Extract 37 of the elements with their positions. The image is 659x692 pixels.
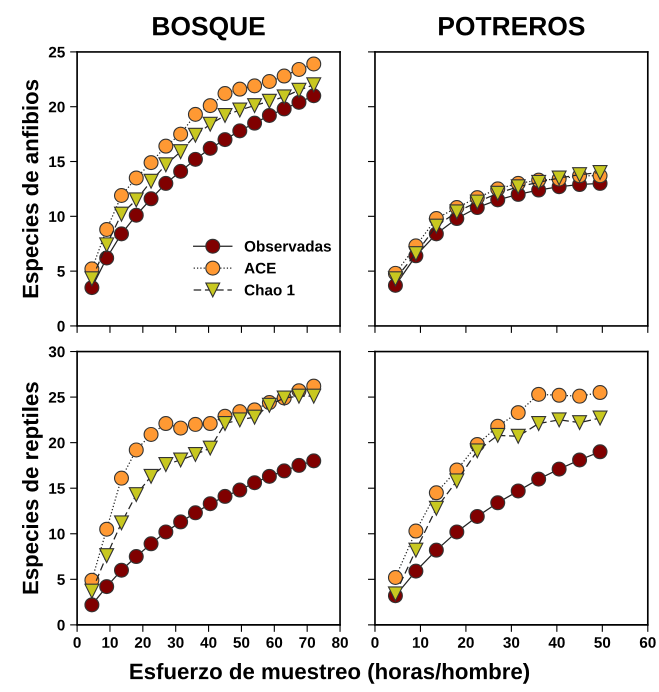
y-tick-label: 30	[48, 346, 65, 358]
y-tick-label: 5	[57, 266, 65, 277]
x-tick-label: 60	[640, 637, 656, 648]
y-tick-label: 20	[48, 438, 65, 448]
legend-label: Chao 1	[244, 284, 295, 296]
x-tick-label: 40	[548, 637, 565, 648]
chart-title: BOSQUE	[153, 16, 265, 40]
y-tick-label: 20	[48, 102, 65, 112]
x-tick-label: 20	[458, 637, 474, 648]
x-axis-title: Esfuerzo de muestreo (horas/hombre)	[130, 662, 530, 684]
y-tick-label: 15	[49, 483, 65, 494]
x-tick-label: 20	[134, 637, 151, 648]
legend-label: Observadas	[244, 240, 331, 252]
y-tick-label: 5	[57, 574, 65, 586]
chart-title: POTREROS	[439, 16, 584, 36]
x-tick-label: 40	[200, 637, 216, 648]
x-tick-label: 50	[594, 637, 610, 648]
y-tick-label: 10	[49, 528, 65, 540]
y-tick-label: 0	[57, 620, 65, 631]
y-tick-label: 0	[57, 320, 65, 332]
y-axis-title: Especies de anfibios	[22, 80, 43, 298]
x-tick-label: 30	[503, 637, 520, 648]
x-tick-label: 0	[73, 637, 81, 648]
x-tick-label: 70	[299, 637, 316, 648]
legend-label: ACE	[244, 262, 276, 274]
y-tick-label: 15	[49, 156, 65, 168]
x-tick-label: 50	[233, 637, 250, 648]
x-tick-label: 0	[371, 637, 379, 648]
x-tick-label: 30	[168, 637, 184, 648]
x-tick-label: 80	[332, 637, 348, 648]
y-tick-label: 25	[48, 392, 65, 403]
x-tick-label: 60	[266, 637, 282, 648]
x-tick-label: 10	[102, 637, 118, 648]
y-tick-label: 25	[48, 46, 65, 58]
y-axis-title: Especies de reptiles	[22, 382, 43, 594]
x-tick-label: 10	[412, 637, 428, 648]
y-tick-label: 10	[49, 211, 65, 222]
